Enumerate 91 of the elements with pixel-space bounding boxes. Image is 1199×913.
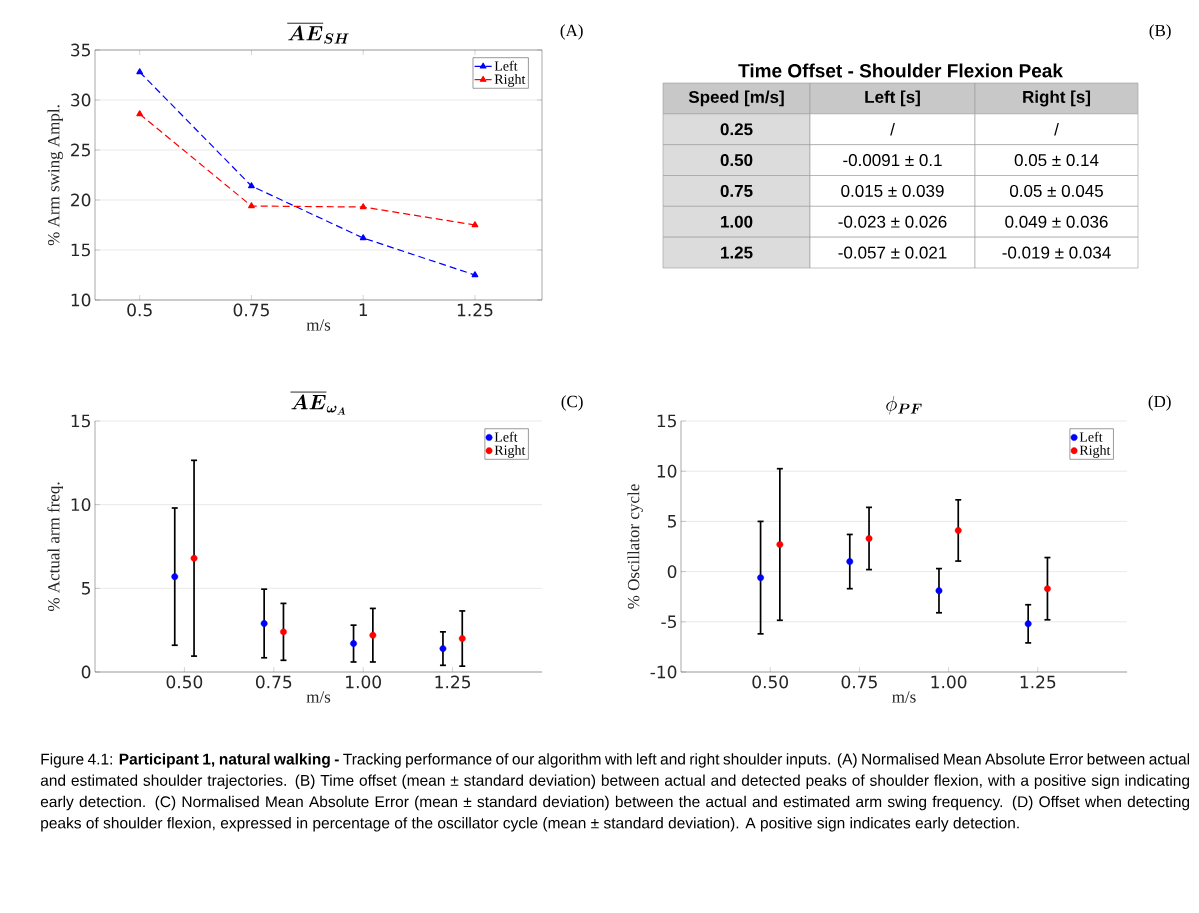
point <box>458 635 466 642</box>
y-tick-label: 0 <box>81 665 91 679</box>
point <box>359 203 367 210</box>
y-tick-label: 15 <box>71 243 90 257</box>
point <box>260 620 268 627</box>
legend-label: Left <box>1079 431 1103 442</box>
x-axis-title: m/s <box>306 319 331 331</box>
text: -0.023 ± 0.026 <box>838 215 947 228</box>
x-tick-label: 1.25 <box>1020 675 1056 689</box>
legend-label: Right <box>494 445 526 458</box>
legend-label: Right <box>1079 445 1111 458</box>
text: -0.019 ± 0.034 <box>1002 246 1111 259</box>
x-tick-label: 0.50 <box>752 675 789 689</box>
chart-title: $\phi_{\boldsymbol{PF}}$ <box>886 396 922 415</box>
legend-label: Right <box>494 74 526 87</box>
y-tick-label: -10 <box>650 665 677 679</box>
text: 0.015 ± 0.039 <box>841 184 944 197</box>
y-tick-label: 30 <box>71 93 91 107</box>
point <box>350 640 357 647</box>
y-tick-label: 0.25 <box>720 123 753 136</box>
y-tick-label: 15 <box>657 414 676 428</box>
x-tick-label: 0.75 <box>841 675 877 689</box>
point <box>865 535 873 542</box>
y-tick-label: 5 <box>81 582 90 595</box>
point <box>171 573 179 581</box>
point <box>954 527 962 534</box>
caption: Figure 4.1: Participant 1, natural walking - Tracking performance of our algorithm with left and right shoulder inputs. (A) Normalised Mean Absolute Error between actual and estimated shoulder trajectories. (B) Time offset (mean ± standard deviation) between actual and detected peaks of shoulder flexion, with a positive sign indicating early detection. (C) Normalised Mean Absolute Error (mean ± standard deviation) between the actual and estimated arm swing frequency. (D) Offset when detecting peaks of shoulder flexion, expressed in percentage of the oscillator cycle (mean ± standard deviation). A positive sign indicates early detection. <box>40 753 1190 832</box>
x-tick-label: 0.75 <box>233 303 269 317</box>
y-tick-label: 10 <box>657 464 677 478</box>
point <box>248 182 255 189</box>
y-tick-label: 25 <box>71 143 90 157</box>
text: (D) <box>1148 395 1171 411</box>
legend-label: Left <box>494 60 518 71</box>
text: 0.05 ± 0.045 <box>1009 184 1103 197</box>
text: / <box>890 123 895 136</box>
point <box>190 554 198 562</box>
x-tick-label: 0.75 <box>255 675 292 689</box>
x-axis-title: m/s <box>892 691 916 703</box>
point <box>439 645 447 652</box>
point <box>136 68 144 75</box>
x-tick-label: Right [s] <box>1023 90 1091 107</box>
y-tick-label: 0.75 <box>720 184 753 197</box>
text: / <box>1054 123 1059 136</box>
text: 0.049 ± 0.036 <box>1005 215 1108 228</box>
y-tick-label: 20 <box>71 193 91 207</box>
y-tick-label: 1.25 <box>721 246 753 259</box>
chart-title: $\overline{\boldsymbol{AE}}_{\boldsymbol{\omega_A}}$ <box>290 392 346 415</box>
point <box>248 202 255 209</box>
y-tick-label: 35 <box>71 43 90 57</box>
text: (A) <box>560 24 583 40</box>
y-tick-label: -5 <box>661 615 676 629</box>
point <box>280 628 287 636</box>
text: -0.057 ± 0.021 <box>838 246 947 259</box>
x-tick-label: 1.00 <box>346 675 381 689</box>
point <box>757 574 764 582</box>
point <box>846 558 854 565</box>
x-tick-label: 0.50 <box>166 675 203 689</box>
text: (C) <box>561 395 583 411</box>
point <box>1024 620 1032 628</box>
y-tick-label: 0.50 <box>720 154 753 167</box>
point <box>935 587 943 595</box>
chart-title: $\overline{\boldsymbol{AE}}_{\boldsymbol{SH}}$ <box>287 23 349 44</box>
y-tick-label: 5 <box>667 515 676 528</box>
y-axis-title: % Oscillator cycle <box>627 484 643 609</box>
x-tick-label: 1.25 <box>457 303 493 317</box>
point <box>1044 585 1051 593</box>
point <box>136 110 144 117</box>
y-axis-title: Speed [m/s] <box>688 90 784 107</box>
point <box>359 234 367 241</box>
y-axis-title: % Actual arm freq. <box>47 482 63 612</box>
text: 0.05 ± 0.14 <box>1014 154 1099 167</box>
y-axis-title: % Arm swing Ampl. <box>47 105 63 246</box>
y-tick-label: 0 <box>667 565 677 579</box>
x-tick-label: 1 <box>359 303 368 316</box>
text: -0.0091 ± 0.1 <box>843 154 942 167</box>
x-tick-label: 1.00 <box>931 675 967 689</box>
x-tick-label: 0.5 <box>127 303 152 317</box>
point <box>471 221 479 228</box>
y-tick-label: 1.00 <box>721 215 753 228</box>
x-tick-label: 1.25 <box>435 675 471 689</box>
y-tick-label: 10 <box>71 293 91 307</box>
x-axis-title: m/s <box>306 691 331 703</box>
point <box>776 541 784 548</box>
x-tick-label: Left [s] <box>865 90 920 107</box>
point <box>369 631 377 639</box>
text: (B) <box>1149 24 1171 40</box>
chart-title: Time Offset - Shoulder Flexion Peak <box>738 63 1063 78</box>
y-tick-label: 10 <box>71 498 91 512</box>
legend-label: Left <box>494 431 518 442</box>
point <box>471 271 479 278</box>
y-tick-label: 15 <box>71 414 90 428</box>
